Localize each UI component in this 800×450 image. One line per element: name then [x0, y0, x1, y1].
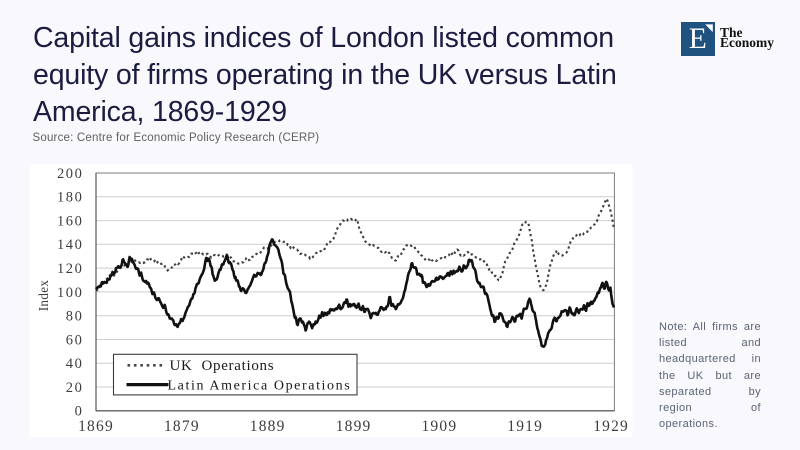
svg-text:1879: 1879 — [164, 418, 200, 435]
svg-text:60: 60 — [66, 332, 84, 348]
svg-text:1919: 1919 — [507, 418, 543, 435]
svg-text:1929: 1929 — [593, 418, 629, 435]
svg-text:1869: 1869 — [78, 418, 114, 435]
svg-text:UK Operations: UK Operations — [170, 358, 275, 374]
svg-text:Index: Index — [36, 280, 51, 312]
svg-text:200: 200 — [57, 166, 84, 182]
svg-text:100: 100 — [57, 285, 84, 301]
svg-text:0: 0 — [75, 404, 84, 420]
svg-text:1889: 1889 — [250, 418, 286, 435]
svg-text:120: 120 — [57, 261, 84, 277]
svg-text:20: 20 — [66, 380, 84, 396]
svg-text:40: 40 — [66, 356, 84, 372]
svg-text:160: 160 — [57, 214, 84, 230]
svg-text:1899: 1899 — [336, 418, 372, 435]
svg-text:180: 180 — [57, 190, 84, 206]
svg-text:1909: 1909 — [421, 418, 457, 435]
svg-text:140: 140 — [57, 237, 84, 253]
svg-text:Latin America Operations: Latin America Operations — [168, 378, 352, 393]
svg-text:80: 80 — [66, 309, 84, 325]
